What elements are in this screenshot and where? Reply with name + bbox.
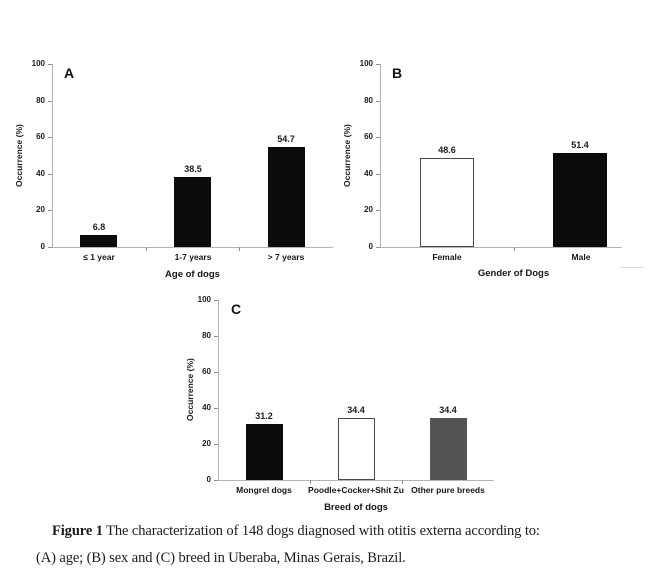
x-category-label: ≤ 1 year (83, 252, 115, 262)
y-tick-label: 0 (40, 242, 45, 251)
x-axis-line (218, 480, 494, 481)
y-tick-mark (376, 210, 380, 211)
panel-letter-c: C (231, 301, 242, 317)
y-tick-mark (48, 137, 52, 138)
figure-label: Figure 1 (52, 523, 103, 539)
x-category-label: Male (571, 252, 591, 262)
y-tick-label: 20 (202, 439, 211, 448)
bar (174, 177, 211, 247)
bar-value-label: 54.7 (277, 134, 295, 144)
y-tick-mark (376, 174, 380, 175)
y-tick-label: 40 (36, 169, 45, 178)
bar-value-label: 34.4 (439, 405, 457, 415)
y-tick-mark (214, 408, 218, 409)
x-category-label: Poodle+Cocker+Shit Zu (308, 485, 404, 495)
x-category-label: 1-7 years (174, 252, 212, 262)
bar-value-label: 48.6 (438, 145, 456, 155)
bar-value-label: 31.2 (255, 411, 273, 421)
bar-value-label: 6.8 (92, 222, 106, 232)
bar-value-label: 34.4 (347, 405, 365, 415)
y-tick-label: 0 (206, 475, 211, 484)
bar-value-label: 38.5 (184, 164, 202, 174)
y-tick-label: 20 (364, 205, 373, 214)
y-tick-label: 100 (31, 59, 45, 68)
y-tick-label: 100 (197, 295, 211, 304)
x-axis-line (380, 247, 622, 248)
y-tick-mark (214, 300, 218, 301)
x-tick-mark (402, 480, 403, 484)
y-tick-mark (48, 210, 52, 211)
bar (246, 424, 283, 480)
y-axis-line (380, 64, 381, 248)
bar (553, 153, 607, 247)
bar (338, 418, 375, 480)
y-tick-label: 60 (36, 132, 45, 141)
y-tick-label: 60 (364, 132, 373, 141)
y-tick-mark (214, 444, 218, 445)
panel-letter-b: B (392, 65, 403, 81)
bar (430, 418, 467, 480)
y-tick-mark (214, 372, 218, 373)
x-category-label: > 7 years (267, 252, 305, 262)
y-tick-mark (48, 64, 52, 65)
x-tick-mark (146, 247, 147, 251)
x-axis-line (52, 247, 333, 248)
x-tick-mark (310, 480, 311, 484)
y-tick-mark (214, 336, 218, 337)
x-category-label: Female (432, 252, 462, 262)
y-tick-mark (376, 64, 380, 65)
y-tick-label: 20 (36, 205, 45, 214)
y-tick-mark (376, 101, 380, 102)
y-tick-label: 80 (36, 96, 45, 105)
y-tick-mark (48, 174, 52, 175)
x-tick-mark (239, 247, 240, 251)
bar (80, 235, 117, 247)
y-tick-mark (376, 247, 380, 248)
scan-artifact-line (620, 267, 644, 268)
y-tick-label: 0 (368, 242, 373, 251)
y-tick-mark (48, 101, 52, 102)
caption-text-1: The characterization of 148 dogs diagnos… (102, 523, 540, 539)
x-axis-title: Breed of dogs (324, 502, 388, 513)
panel-letter-a: A (64, 65, 75, 81)
y-tick-label: 80 (202, 331, 211, 340)
y-tick-mark (48, 247, 52, 248)
caption-line-1: Figure 1 The characterization of 148 dog… (52, 523, 540, 540)
bar (268, 147, 305, 247)
caption-text-2: (A) age; (B) sex and (C) breed in Uberab… (36, 550, 406, 566)
bar (420, 158, 474, 247)
y-axis-title: Occurrence (%) (185, 358, 195, 422)
y-tick-label: 80 (364, 96, 373, 105)
bar-value-label: 51.4 (571, 140, 589, 150)
x-axis-title: Gender of Dogs (477, 268, 550, 279)
y-axis-line (218, 300, 219, 481)
y-tick-mark (376, 137, 380, 138)
y-tick-label: 40 (202, 403, 211, 412)
x-axis-title: Age of dogs (165, 269, 220, 280)
y-axis-line (52, 64, 53, 248)
x-category-label: Other pure breeds (411, 485, 485, 495)
x-category-label: Mongrel dogs (236, 485, 292, 495)
y-tick-label: 40 (364, 169, 373, 178)
y-tick-label: 100 (359, 59, 373, 68)
y-tick-label: 60 (202, 367, 211, 376)
x-tick-mark (514, 247, 515, 251)
y-tick-mark (214, 480, 218, 481)
